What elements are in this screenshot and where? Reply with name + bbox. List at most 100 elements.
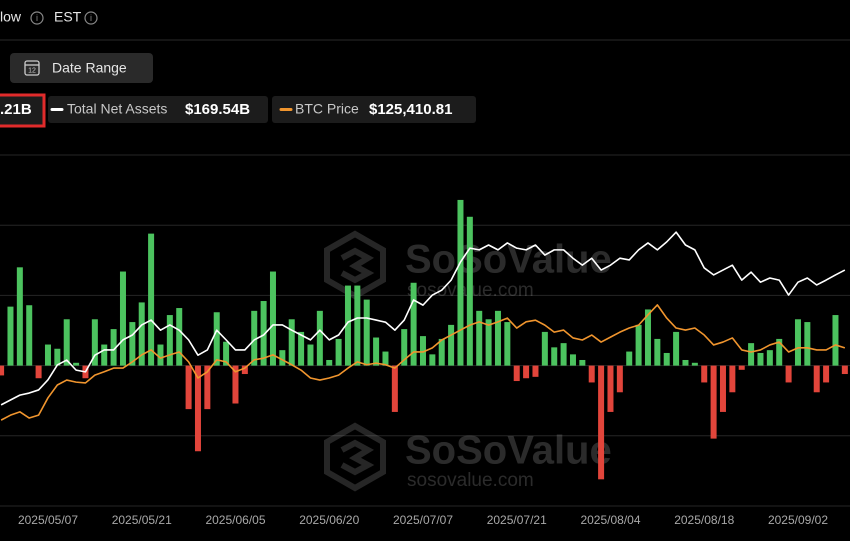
bar xyxy=(269,271,276,366)
legend-label: Total Net Assets xyxy=(67,101,167,117)
bar xyxy=(794,319,801,366)
x-tick-label: 2025/07/21 xyxy=(487,513,547,527)
bar xyxy=(288,319,295,366)
bar xyxy=(129,322,136,366)
svg-text:i: i xyxy=(90,13,92,23)
bar xyxy=(419,336,426,366)
bar xyxy=(738,365,745,370)
x-tick-label: 2025/06/20 xyxy=(299,513,359,527)
bar xyxy=(457,199,464,366)
bar xyxy=(673,331,680,366)
bar xyxy=(176,308,183,366)
legend-value: $169.54B xyxy=(185,101,250,118)
bar xyxy=(307,344,314,366)
bar xyxy=(44,344,51,366)
line xyxy=(0,304,846,421)
bar xyxy=(598,365,605,480)
bar xyxy=(719,365,726,412)
bar xyxy=(776,338,783,366)
bar xyxy=(626,351,633,366)
bar xyxy=(532,365,539,377)
legend-value: $125,410.81 xyxy=(369,101,452,118)
bar xyxy=(579,359,586,366)
bar xyxy=(748,343,755,366)
legend-value: .21B xyxy=(0,101,32,118)
bar xyxy=(438,338,445,366)
bar xyxy=(326,359,333,366)
bar xyxy=(316,310,323,366)
date-range-label: Date Range xyxy=(52,60,127,76)
bar xyxy=(813,365,820,393)
bar xyxy=(344,285,351,366)
bar xyxy=(54,348,61,366)
legend-label: BTC Price xyxy=(295,101,359,117)
bar xyxy=(682,359,689,366)
bar xyxy=(541,331,548,366)
bar xyxy=(204,365,211,410)
bar xyxy=(157,344,164,366)
timezone[interactable]: EST xyxy=(54,9,82,25)
bar xyxy=(523,365,530,379)
bar xyxy=(766,350,773,366)
bar xyxy=(635,324,642,366)
x-tick-label: 2025/08/04 xyxy=(580,513,640,527)
watermark-site: sosovalue.com xyxy=(407,470,534,491)
bar xyxy=(823,365,830,383)
bar xyxy=(279,350,286,366)
bar xyxy=(35,365,42,379)
bar xyxy=(298,331,305,366)
info-icon[interactable]: i xyxy=(84,11,98,25)
x-tick-label: 2025/06/05 xyxy=(205,513,265,527)
bar xyxy=(166,315,173,366)
bar xyxy=(363,299,370,366)
bar xyxy=(0,365,5,376)
bar xyxy=(476,310,483,366)
bar xyxy=(588,365,595,383)
bar xyxy=(391,365,398,412)
header-title: low xyxy=(0,9,22,25)
bar xyxy=(63,319,70,366)
bar xyxy=(804,322,811,366)
bar xyxy=(729,365,736,393)
bar xyxy=(401,329,408,366)
bar xyxy=(663,352,670,366)
bar xyxy=(241,365,248,375)
bar xyxy=(373,337,380,366)
bar xyxy=(691,362,698,366)
bar xyxy=(841,365,848,375)
bar xyxy=(654,338,661,366)
x-tick-label: 2025/09/02 xyxy=(768,513,828,527)
bar xyxy=(232,365,239,404)
bar xyxy=(616,365,623,393)
bar xyxy=(260,301,267,366)
bar xyxy=(251,310,258,366)
bar xyxy=(16,267,23,366)
bar xyxy=(148,233,155,366)
bar xyxy=(569,354,576,366)
bar xyxy=(185,365,192,410)
bar xyxy=(335,338,342,366)
legend-item[interactable]: .21B xyxy=(0,93,46,128)
svg-text:i: i xyxy=(36,13,38,23)
bar xyxy=(466,216,473,366)
x-tick-label: 2025/07/07 xyxy=(393,513,453,527)
bar xyxy=(223,341,230,366)
legend-item[interactable]: BTC Price $125,410.81 xyxy=(272,96,476,123)
date-range-button[interactable]: 12 Date Range xyxy=(10,53,153,83)
legend-item[interactable]: Total Net Assets $169.54B xyxy=(48,96,268,123)
watermark-brand: SoSoValue xyxy=(405,238,612,282)
bar xyxy=(110,329,117,366)
bar xyxy=(73,362,80,366)
bar xyxy=(560,343,567,366)
info-icon[interactable]: i xyxy=(30,11,44,25)
plot-area xyxy=(0,199,848,480)
bar xyxy=(194,365,201,452)
bar xyxy=(91,319,98,366)
bar xyxy=(701,365,708,383)
bar xyxy=(429,354,436,366)
bar xyxy=(785,365,792,383)
watermark: SoSoValue sosovalue.com SoSoValue sosova… xyxy=(324,230,612,492)
bar xyxy=(354,285,361,366)
x-tick-label: 2025/05/07 xyxy=(18,513,78,527)
bar xyxy=(448,324,455,366)
